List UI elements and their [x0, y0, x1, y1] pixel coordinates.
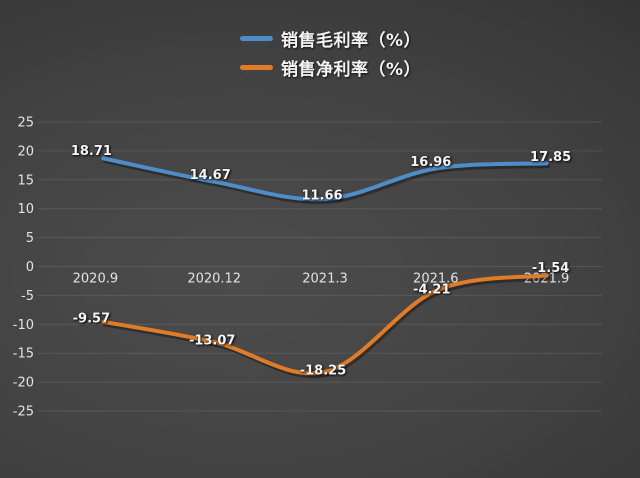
x-axis-tick-label: 2021.6 [413, 272, 459, 287]
data-point-label: -4.21 [413, 282, 450, 297]
legend-item-net-margin: 销售净利率（%） [240, 55, 422, 80]
y-axis-tick-label: -10 [13, 318, 34, 333]
y-axis-tick-label: 15 [17, 173, 34, 188]
data-point-label: -1.54 [532, 261, 569, 276]
data-point-label: -18.25 [300, 363, 347, 378]
gross-margin-line-swatch [240, 35, 273, 41]
data-point-label: -9.57 [73, 311, 110, 326]
net-margin-line [101, 273, 549, 376]
data-point-label: 18.71 [71, 144, 112, 159]
x-axis-tick-label: 2020.12 [187, 272, 241, 287]
data-point-label: 16.96 [410, 155, 451, 170]
data-point-label: 11.66 [301, 189, 342, 204]
legend-item-gross-margin: 销售毛利率（%） [240, 26, 422, 51]
y-axis-tick-label: 25 [17, 116, 34, 131]
y-axis-tick-label: -20 [13, 376, 34, 391]
y-axis-tick-label: -15 [13, 347, 34, 362]
data-point-label: 14.67 [190, 168, 231, 183]
y-axis-tick-label: -5 [21, 289, 34, 304]
y-axis-tick-label: 0 [26, 260, 34, 275]
net-margin-line-swatch [240, 64, 273, 70]
y-axis-tick-label: 5 [26, 231, 34, 246]
net-margin-legend-label: 销售净利率（%） [281, 59, 422, 80]
net-margin-line-shadow [102, 275, 551, 379]
y-axis-tick-label: 20 [17, 144, 34, 159]
gross-margin-legend-label: 销售毛利率（%） [281, 30, 422, 51]
chart-legend: 销售毛利率（%） 销售净利率（%） [240, 26, 422, 80]
y-axis-tick-label: 10 [17, 202, 34, 217]
data-point-label: 17.85 [530, 150, 571, 165]
y-axis-tick-label: -25 [13, 405, 34, 420]
gross-margin-line-shadow [102, 158, 551, 205]
x-axis-tick-label: 2020.9 [73, 272, 119, 287]
data-point-label: -13.07 [189, 334, 236, 349]
x-axis-tick-label: 2021.3 [302, 272, 348, 287]
gross-margin-line [101, 156, 549, 202]
